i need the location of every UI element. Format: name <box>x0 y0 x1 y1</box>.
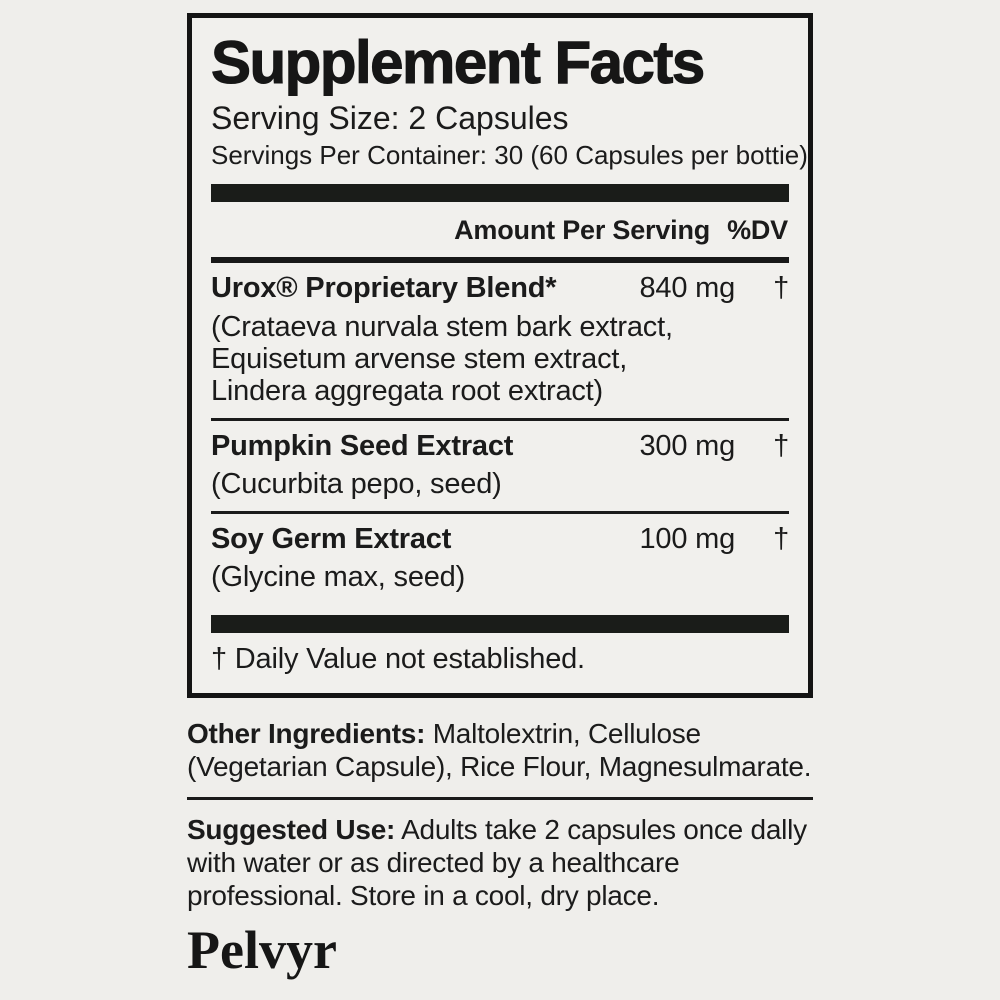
separator-bar-bottom <box>211 615 789 634</box>
ingredient-details: (Glycine max, seed) <box>211 561 466 594</box>
ingredient-dv: † <box>773 523 789 556</box>
ingredient-row-soy-germ: Soy Germ Extract 100 mg † (Glycine max, … <box>211 514 789 602</box>
ingredient-amount: 100 mg <box>639 523 735 556</box>
section-divider <box>187 797 813 801</box>
ingredient-name: Urox® Proprietary Blend* <box>211 272 557 305</box>
ingredient-row-pumpkin-seed: Pumpkin Seed Extract 300 mg † (Cucurbita… <box>211 421 789 515</box>
brand-logo: Pelvyr <box>187 920 337 981</box>
suggested-use: Suggested Use: Adults take 2 capsules on… <box>187 814 807 912</box>
servings-per-container: Servings Per Container: 30 (60 Capsules … <box>211 140 808 171</box>
header-rule <box>211 257 789 264</box>
supplement-facts-panel: Supplement Facts Serving Size: 2 Capsule… <box>187 13 813 699</box>
serving-size: Serving Size: 2 Capsules <box>211 100 569 137</box>
suggested-use-label: Suggested Use: <box>187 814 396 846</box>
ingredient-name: Soy Germ Extract <box>211 523 452 556</box>
other-ingredients-label: Other Ingredients: <box>187 718 426 750</box>
ingredient-row-urox-blend: Urox® Proprietary Blend* 840 mg † (Crata… <box>211 263 789 421</box>
ingredient-details: (Crataeva nurvala stem bark extract, Equ… <box>211 310 673 407</box>
ingredient-amount: 840 mg <box>639 272 735 305</box>
ingredient-name: Pumpkin Seed Extract <box>211 429 514 462</box>
daily-value-footnote: † Daily Value not established. <box>211 643 585 676</box>
panel-title: Supplement Facts <box>210 29 705 96</box>
ingredient-amount: 300 mg <box>639 429 735 462</box>
amount-header-label: Amount Per Serving <box>454 215 711 246</box>
ingredient-details: (Cucurbita pepo, seed) <box>211 468 502 501</box>
amount-per-serving-header: Amount Per Serving %DV <box>211 202 789 257</box>
ingredient-dv: † <box>773 272 789 305</box>
other-ingredients: Other Ingredients: Maltolextrin, Cellulo… <box>187 718 812 783</box>
ingredient-dv: † <box>773 429 789 462</box>
separator-bar-top <box>211 184 789 203</box>
label-column: Supplement Facts Serving Size: 2 Capsule… <box>187 13 813 977</box>
dv-header-label: %DV <box>727 215 788 246</box>
